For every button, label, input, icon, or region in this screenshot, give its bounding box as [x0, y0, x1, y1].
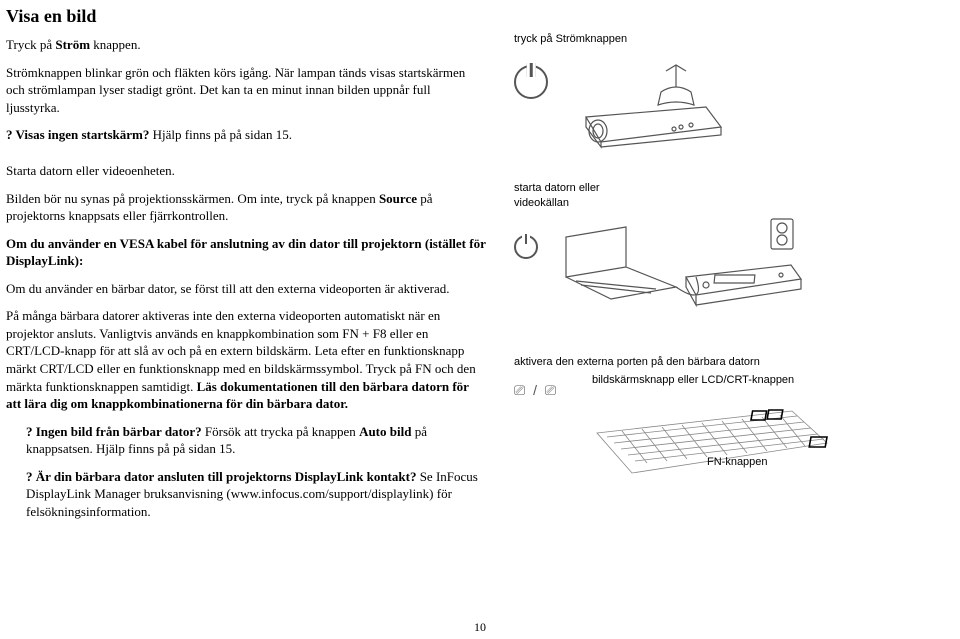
projector-illustration — [566, 57, 736, 157]
label-fn-key: FN-knappen — [707, 455, 768, 470]
figure-power: tryck på Strömknappen — [514, 32, 934, 157]
para-vesa-heading: Om du använder en VESA kabel för anslutn… — [6, 235, 486, 270]
power-icon-small — [514, 235, 538, 259]
caption-power: tryck på Strömknappen — [514, 32, 934, 47]
monitor-glyph: ⎚ / ⎚ — [514, 377, 574, 400]
para-blink: Strömknappen blinkar grön och fläkten kö… — [6, 64, 486, 117]
caption-keyboard: aktivera den externa porten på den bärba… — [514, 355, 934, 370]
para-laptop-first: Om du använder en bärbar dator, se först… — [6, 280, 486, 298]
right-column: tryck på Strömknappen — [514, 4, 934, 522]
para-source: Bilden bör nu synas på projektionsskärme… — [6, 190, 486, 225]
para-start-device: Starta datorn eller videoenheten. — [6, 162, 486, 180]
caption-devices: starta datorn eller videokällan — [514, 181, 604, 211]
para-press-power: Tryck på Ström knappen. — [6, 36, 486, 54]
left-column: Visa en bild Tryck på Ström knappen. Str… — [6, 4, 486, 530]
figure-keyboard: aktivera den externa porten på den bärba… — [514, 355, 934, 498]
page-title: Visa en bild — [6, 4, 486, 28]
para-displaylink: ? Är din bärbara dator ansluten till pro… — [26, 468, 486, 521]
label-lcd-crt: bildskärmsknapp eller LCD/CRT-knappen — [592, 373, 722, 388]
para-fn-key: På många bärbara datorer aktiveras inte … — [6, 307, 486, 412]
para-no-image-laptop: ? Ingen bild från bärbar dator? Försök a… — [26, 423, 486, 458]
power-icon — [514, 65, 548, 99]
devices-illustration — [556, 217, 806, 327]
keyboard-illustration — [592, 403, 832, 498]
figure-devices: starta datorn eller videokällan — [514, 181, 934, 327]
page-number: 10 — [474, 619, 486, 635]
para-no-startscreen: ? Visas ingen startskärm? Hjälp finns på… — [6, 126, 486, 144]
